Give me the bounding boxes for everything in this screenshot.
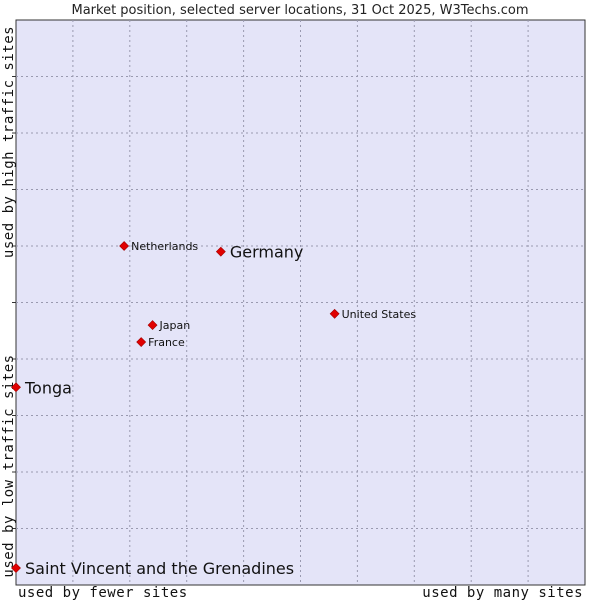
point-marker [329, 308, 340, 319]
x-axis-label-low: used by fewer sites [18, 585, 188, 600]
point-saint-vincent-and-the-grenadines: Saint Vincent and the Grenadines [11, 559, 294, 578]
chart-title: Market position, selected server locatio… [71, 3, 528, 18]
point-label: Tonga [24, 378, 72, 397]
data-points: Netherlands Germany United States Japan Fran… [11, 240, 417, 578]
point-marker [119, 241, 130, 251]
point-label: United States [342, 308, 417, 321]
point-marker [136, 337, 147, 347]
point-germany: Germany [215, 243, 304, 262]
point-marker [11, 563, 21, 573]
point-marker [215, 246, 226, 257]
point-marker [11, 382, 21, 393]
point-france: France [136, 336, 185, 349]
point-label: Netherlands [131, 240, 198, 253]
point-japan: Japan [147, 319, 191, 332]
point-tonga: Tonga [11, 378, 72, 397]
grid-lines [12, 20, 585, 585]
point-label: Saint Vincent and the Grenadines [25, 559, 294, 578]
y-axis-label-high: used by high traffic sites [1, 26, 17, 258]
point-label: Japan [159, 319, 191, 332]
y-axis-label-low: used by low traffic sites [1, 354, 17, 577]
point-label: Germany [230, 243, 304, 262]
x-axis-label-high: used by many sites [422, 585, 583, 600]
point-netherlands: Netherlands [119, 240, 198, 253]
point-label: France [148, 336, 185, 349]
point-united-states: United States [329, 308, 417, 321]
point-marker [147, 320, 158, 331]
